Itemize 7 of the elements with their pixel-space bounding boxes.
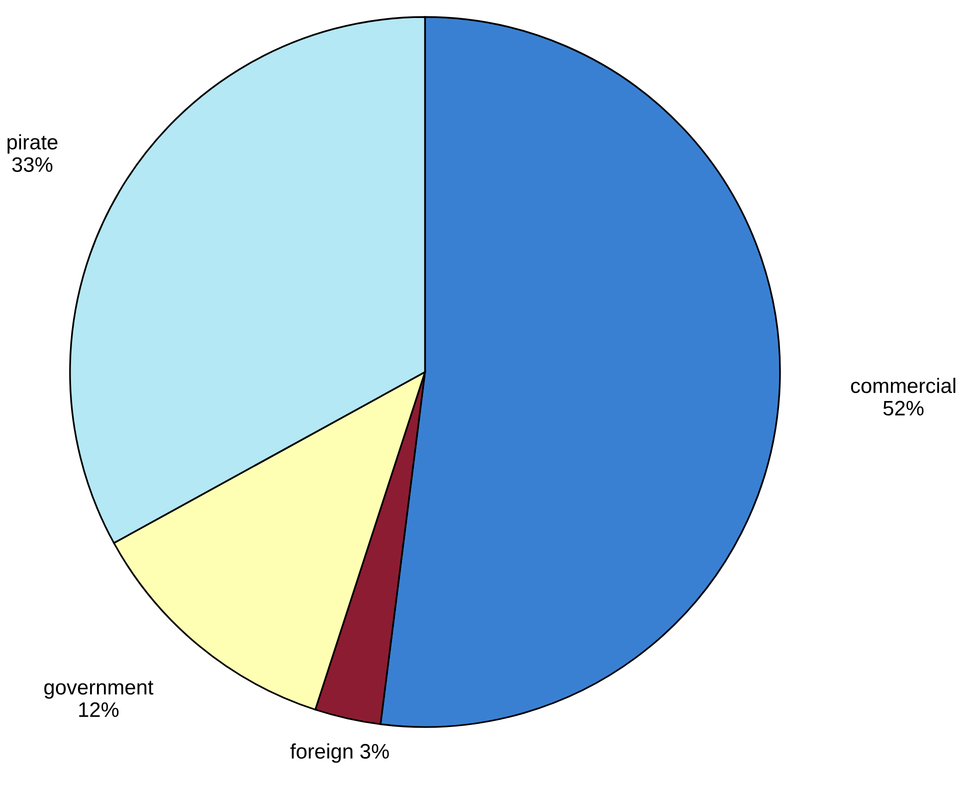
slice-label: commercial [851,378,956,394]
data-label: 12% [79,702,119,717]
data-label: 52% [883,400,924,416]
data-label: 33% [12,157,52,172]
slice-label: government [44,680,154,699]
slice-label: foreign 3% [290,743,389,763]
slice-label: pirate [8,134,58,154]
